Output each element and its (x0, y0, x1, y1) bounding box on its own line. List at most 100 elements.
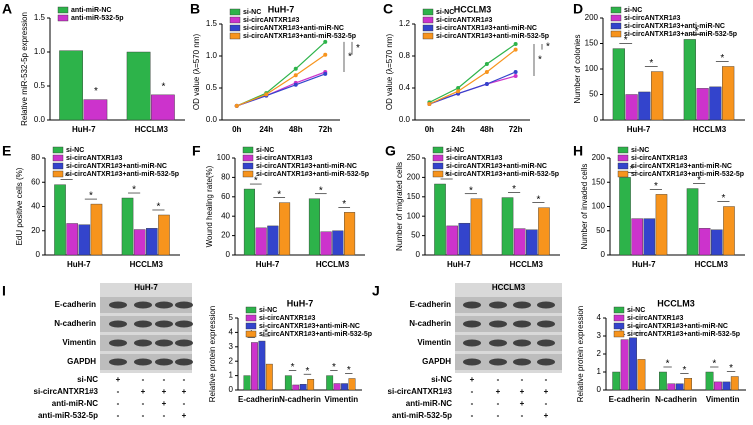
blot-band (463, 358, 481, 366)
blot-band (489, 301, 507, 309)
legend-swatch (52, 170, 64, 178)
bar (251, 342, 258, 391)
bar (320, 231, 332, 256)
bar (243, 375, 251, 391)
legend-label: si-NC (624, 7, 642, 14)
sig-mark: * (546, 41, 550, 52)
legend-label: si-circANTXR1#3+anti-miR-NC (631, 163, 732, 170)
bar (126, 51, 151, 121)
legend-label: si-circANTXR1#3 (631, 155, 688, 162)
blot-band (155, 358, 173, 366)
bar (146, 228, 158, 256)
sig-mark: * (161, 81, 165, 92)
sig-mark: * (264, 328, 268, 339)
bar (667, 383, 676, 391)
y-tick-label: 1 (597, 367, 602, 376)
legend-swatch (617, 170, 629, 178)
x-tick-label: HuH-7 (72, 125, 96, 134)
blot-band (134, 358, 152, 366)
y-tick-label: 1.0 (206, 51, 218, 60)
line (429, 71, 516, 105)
legend-label: si-circANTXR1#3+anti-miR-NC (243, 25, 344, 32)
legend-swatch (52, 154, 64, 162)
blot-band (489, 358, 507, 366)
condition-sign: - (497, 375, 500, 384)
bar (643, 218, 656, 256)
chart-title: HuH-7 (268, 4, 295, 14)
blot-band (489, 320, 507, 328)
bar (284, 375, 292, 391)
y-tick-label: 3 (229, 342, 234, 351)
legend-label: si-circANTXR1#3 (436, 17, 493, 24)
condition-sign: + (520, 399, 525, 408)
condition-sign: - (163, 411, 166, 420)
blot-row (455, 297, 562, 313)
legend-swatch (610, 6, 622, 14)
bar (265, 363, 273, 391)
legend-label: si-circANTXR1#3+anti-miR-532-5p (259, 331, 372, 338)
bar (267, 225, 279, 256)
sig-mark: * (697, 175, 701, 186)
y-tick-label: 80 (221, 173, 230, 182)
y-tick-label: 1.5 (34, 13, 46, 22)
y-tick-label: 2 (597, 349, 602, 358)
sig-mark: * (89, 191, 93, 202)
sig-mark: * (712, 359, 716, 370)
legend-swatch (245, 322, 257, 330)
bar (631, 218, 643, 256)
bar (629, 337, 637, 391)
bar (638, 91, 651, 121)
blot-band (537, 358, 555, 366)
sig-mark: * (630, 164, 634, 175)
bar (637, 359, 646, 391)
legend-label: si-NC (256, 147, 274, 154)
protein-label: Vimentin (62, 338, 96, 347)
bar (705, 371, 714, 391)
sig-mark: * (65, 171, 69, 182)
x-tick-label: E-cadherin (609, 395, 650, 404)
legend-swatch (613, 314, 625, 322)
bar (620, 339, 629, 391)
condition-sign: - (471, 411, 474, 420)
legend-label: si-NC (627, 307, 645, 314)
bar (66, 223, 78, 256)
sig-mark: * (469, 185, 473, 196)
legend-label: si-circANTXR1#3+anti-miR-NC (256, 163, 357, 170)
sig-mark: * (512, 184, 516, 195)
sig-mark: * (636, 324, 640, 335)
legend-swatch (229, 32, 241, 40)
x-tick-label: 72h (318, 125, 332, 134)
legend-label: si-circANTXR1#3 (446, 155, 503, 162)
sig-mark: * (649, 58, 653, 69)
blot-row (455, 335, 562, 351)
condition-sign: - (183, 375, 186, 384)
point (513, 47, 518, 52)
bar (243, 188, 256, 256)
sig-mark: * (624, 35, 628, 46)
point (264, 92, 269, 97)
x-tick-label: 48h (480, 125, 494, 134)
legend-label: si-circANTXR1#3+anti-miR-NC (66, 163, 167, 170)
legend-swatch (422, 8, 434, 16)
x-tick-label: N-cadherin (655, 395, 697, 404)
y-tick-label: 50 (411, 231, 420, 240)
blot-band (513, 320, 531, 328)
legend-label: si-circANTXR1#3 (627, 315, 684, 322)
panel-label: C (383, 1, 393, 17)
bar (458, 222, 471, 256)
panel-label: F (192, 143, 201, 159)
legend-label: si-circANTXR1#3+anti-miR-532-5p (243, 33, 356, 40)
x-tick-label: 24h (259, 125, 273, 134)
legend-swatch (432, 154, 444, 162)
point (456, 89, 461, 94)
panel-label: D (573, 1, 583, 17)
y-axis-label: EdU positive cells (%) (15, 167, 24, 245)
blot-band (463, 301, 481, 309)
point (513, 70, 518, 74)
bar (686, 188, 699, 256)
sig-mark: * (682, 365, 686, 376)
condition-sign: - (117, 399, 120, 408)
legend-swatch (610, 22, 622, 30)
condition-label: anti-miR-532-5p (38, 411, 98, 420)
bar (434, 183, 446, 256)
